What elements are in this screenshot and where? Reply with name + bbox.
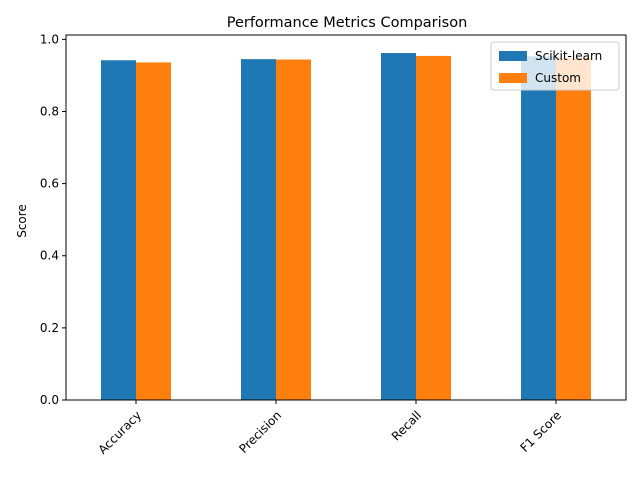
chart-title: Performance Metrics Comparison <box>227 15 468 31</box>
bar-custom-recall <box>416 55 451 400</box>
y-tick-label: 0.8 <box>40 104 59 118</box>
bar-scikit-learn-recall <box>381 53 416 400</box>
y-axis-label: Score <box>15 204 29 238</box>
legend-swatch <box>499 51 527 61</box>
y-tick-label: 0.6 <box>40 177 59 191</box>
bar-scikit-learn-accuracy <box>101 60 136 400</box>
y-tick-label: 0.4 <box>40 249 59 263</box>
bar-custom-precision <box>276 59 311 400</box>
y-tick-label: 0.2 <box>40 321 59 335</box>
bar-scikit-learn-f1-score <box>521 56 556 401</box>
bar-scikit-learn-precision <box>241 59 276 401</box>
legend-swatch <box>499 73 527 83</box>
legend-label: Scikit-learn <box>535 49 602 63</box>
axes-frame <box>65 34 627 401</box>
legend-label: Custom <box>535 71 581 85</box>
bar-custom-f1-score <box>556 57 591 401</box>
legend: Scikit-learn Custom <box>490 41 620 91</box>
y-tick-label: 1.0 <box>40 32 59 46</box>
bar-custom-accuracy <box>136 62 171 400</box>
y-tick-label: 0.0 <box>40 393 59 407</box>
